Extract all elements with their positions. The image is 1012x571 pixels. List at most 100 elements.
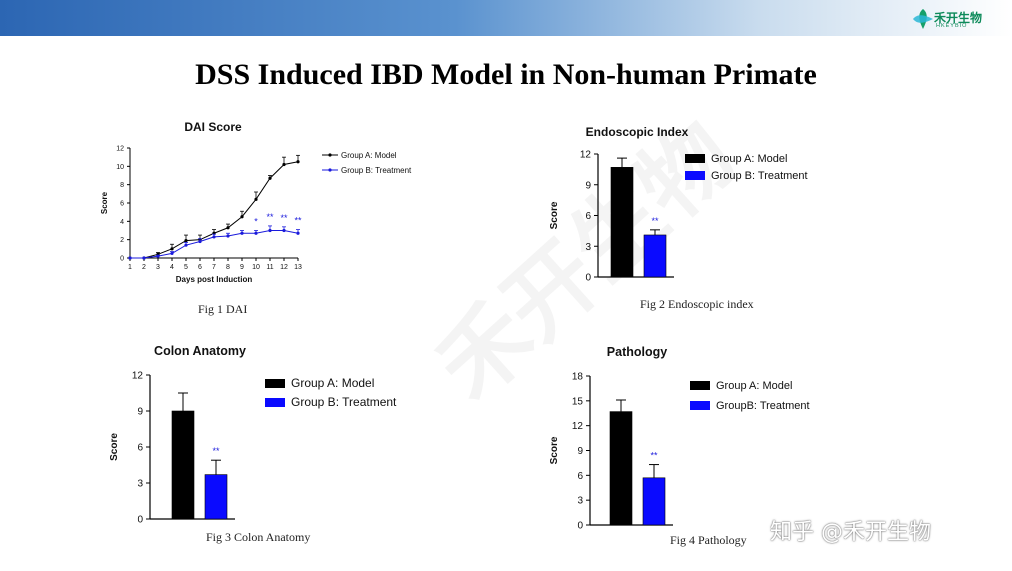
data-point [240, 231, 244, 235]
legend-label: Group B: Treatment [291, 395, 397, 409]
y-axis-label: Score [100, 191, 109, 214]
significance-marker: ** [212, 446, 220, 456]
y-tick-label: 12 [116, 146, 124, 153]
y-tick-label: 10 [116, 164, 124, 171]
y-tick-label: 6 [137, 443, 143, 454]
zhihu-watermark: 知乎 @禾开生物 [770, 520, 931, 545]
legend-swatch [690, 401, 710, 410]
y-tick-label: 12 [132, 371, 144, 382]
fig2-caption: Fig 2 Endoscopic index [640, 297, 754, 311]
page-title: DSS Induced IBD Model in Non-human Prima… [195, 58, 817, 91]
data-point [128, 256, 132, 260]
data-point [170, 247, 174, 251]
x-tick-label: 8 [226, 264, 230, 271]
y-tick-label: 18 [572, 372, 584, 383]
y-tick-label: 0 [585, 273, 591, 284]
x-tick-label: 6 [198, 264, 202, 271]
x-tick-label: 12 [280, 264, 288, 271]
data-point [156, 254, 160, 258]
company-logo: 禾开生物 HKEYBIO [912, 8, 1008, 32]
y-tick-label: 6 [120, 201, 124, 208]
legend-swatch [265, 379, 285, 388]
bar [171, 410, 195, 520]
data-point [240, 215, 244, 219]
y-tick-label: 6 [577, 471, 583, 482]
data-point [296, 160, 300, 164]
leaf-logo-icon [913, 9, 933, 29]
y-tick-label: 9 [585, 180, 591, 191]
y-tick-label: 12 [580, 150, 592, 161]
data-point [142, 256, 146, 260]
y-tick-label: 12 [572, 421, 584, 432]
legend-label: Group B: Treatment [711, 170, 808, 182]
logo-text: 禾开生物 [934, 11, 983, 25]
logo-subtext: HKEYBIO [936, 23, 968, 29]
data-point [268, 176, 272, 180]
header-bar [0, 0, 1012, 36]
data-point [226, 226, 230, 230]
legend-label: Group A: Model [291, 376, 374, 390]
y-tick-label: 6 [585, 211, 591, 222]
data-point [282, 228, 286, 233]
fig4-caption: Fig 4 Pathology [670, 533, 747, 547]
data-point [226, 234, 230, 238]
legend-label: Group A: Model [716, 380, 792, 392]
data-point [198, 239, 202, 244]
x-tick-label: 1 [128, 264, 132, 271]
y-tick-label: 0 [137, 515, 143, 526]
series-line [130, 161, 299, 259]
x-tick-label: 4 [170, 264, 174, 271]
bar [610, 167, 634, 278]
y-tick-label: 3 [585, 242, 591, 253]
legend-swatch-dot [328, 168, 332, 172]
legend-label: Group B: Treatment [341, 166, 412, 175]
y-tick-label: 8 [120, 182, 124, 189]
fig1-caption: Fig 1 DAI [198, 302, 248, 316]
legend-swatch [685, 171, 705, 180]
significance-marker: ** [651, 216, 659, 226]
significance-marker: ** [294, 216, 302, 226]
significance-marker: ** [266, 212, 274, 222]
y-axis-label: Score [109, 433, 120, 461]
pathology-bar-chart: Pathology 0 3 6 9 12 15 18 Score Group A: Model **… [549, 345, 810, 532]
bar [609, 411, 633, 526]
legend-label: Group A: Model [711, 153, 787, 165]
bar [204, 474, 228, 520]
dai-title: DAI Score [184, 120, 242, 134]
legend-label: Group A: Model [341, 151, 397, 160]
x-axis-label: Days post Induction [176, 275, 253, 284]
y-tick-label: 9 [577, 446, 583, 457]
x-tick-label: 10 [252, 264, 260, 271]
legend-swatch [690, 381, 710, 390]
legend-label: GroupB: Treatment [716, 400, 810, 412]
data-point [212, 235, 216, 239]
chart-title: Endoscopic Index [586, 125, 689, 139]
bar [643, 234, 667, 278]
data-point [254, 197, 258, 201]
y-tick-label: 0 [120, 256, 124, 263]
data-point [268, 228, 272, 233]
fig3-caption: Fig 3 Colon Anatomy [206, 530, 311, 544]
legend-swatch [265, 398, 285, 407]
x-tick-label: 5 [184, 264, 188, 271]
endoscopic-index-bar-chart: Endoscopic Index 0 3 6 9 12 Score Group A: Mode… [549, 125, 808, 284]
y-tick-label: 3 [137, 479, 143, 490]
significance-marker: ** [650, 451, 658, 461]
x-tick-label: 11 [266, 264, 273, 271]
legend-swatch [685, 154, 705, 163]
significance-marker: ** [280, 213, 288, 223]
y-tick-label: 9 [137, 407, 143, 418]
data-point [282, 162, 286, 167]
y-tick-label: 0 [577, 521, 583, 532]
y-tick-label: 2 [120, 237, 124, 244]
y-axis-label: Score [549, 436, 560, 464]
data-point [184, 243, 188, 247]
data-point [254, 231, 258, 235]
bar [642, 477, 666, 526]
y-tick-label: 4 [120, 219, 124, 226]
data-point [296, 231, 300, 235]
data-point [184, 238, 188, 243]
significance-marker: * [254, 217, 258, 227]
data-point [170, 251, 174, 256]
